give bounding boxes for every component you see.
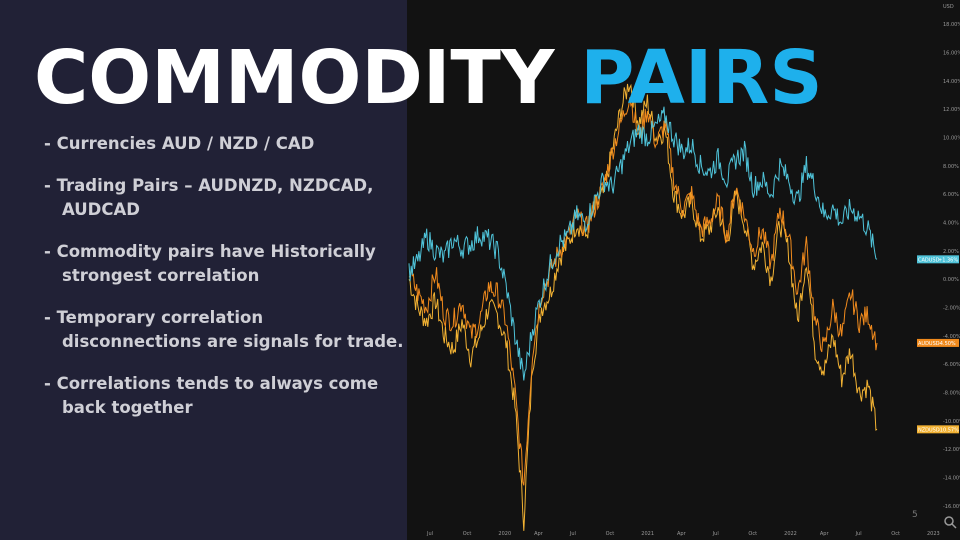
- zoom-icon[interactable]: [943, 515, 957, 529]
- y-tick-label: -2.00%: [943, 306, 960, 312]
- x-tick-label: 2021: [641, 531, 654, 537]
- x-tick-label: Apr: [534, 531, 544, 537]
- series-last-value: -4.50%: [938, 341, 956, 347]
- y-tick-label: -6.00%: [943, 362, 960, 368]
- x-tick-label: Oct: [748, 531, 757, 537]
- y-tick-label: 18.00%: [943, 22, 960, 28]
- title-word-commodity: COMMODITY: [34, 35, 555, 121]
- x-tick-label: Jul: [855, 531, 862, 537]
- y-axis-unit: USD: [943, 4, 954, 10]
- y-tick-label: 4.00%: [943, 221, 959, 227]
- bullet-historical-correlation: - Commodity pairs have Historically stro…: [44, 242, 376, 285]
- text-panel: [0, 0, 407, 540]
- bullet-list: - Currencies AUD / NZD / CAD - Trading P…: [44, 132, 404, 438]
- y-tick-label: 14.00%: [943, 79, 960, 85]
- y-tick-label: 6.00%: [943, 192, 959, 198]
- chart-watermark: 5: [912, 510, 918, 520]
- title-word-pairs: PAIRS: [580, 35, 823, 121]
- bullet-disconnection-signals: - Temporary correlation disconnections a…: [44, 308, 404, 351]
- y-tick-label: 2.00%: [943, 249, 959, 255]
- x-tick-label: Oct: [891, 531, 900, 537]
- y-tick-label: -12.00%: [943, 447, 960, 453]
- chart-panel: [407, 0, 960, 540]
- series-name-label: AUDUSD: [918, 341, 940, 347]
- bullet-trading-pairs: - Trading Pairs – AUDNZD, NZDCAD, AUDCAD: [44, 176, 374, 219]
- series-line-audusd: [408, 97, 878, 486]
- x-tick-label: Jul: [569, 531, 576, 537]
- y-tick-label: 8.00%: [943, 164, 959, 170]
- y-tick-label: -14.00%: [943, 476, 960, 482]
- y-tick-label: 0.00%: [943, 277, 959, 283]
- x-axis: Jul Oct 2020 Apr Jul Oct 2021 Apr Jul Oct 2022 Apr J…: [426, 531, 940, 537]
- x-tick-label: 2020: [498, 531, 511, 537]
- last-value-tag-audusd: AUDUSD-4.50%: [917, 338, 959, 347]
- x-tick-label: Apr: [820, 531, 830, 537]
- correlation-chart: USD 18.00% 16.00% 14.00% 12.00% 10.00% 8.00% 6…: [408, 4, 960, 537]
- y-tick-label: -16.00%: [943, 504, 960, 510]
- series-line-cadusd: [408, 106, 878, 381]
- y-tick-label: 10.00%: [943, 136, 960, 142]
- series-line-nzdusd: [408, 83, 878, 531]
- series-name-label: NZDUSD: [918, 427, 940, 433]
- y-tick-label: -4.00%: [943, 334, 960, 340]
- x-tick-label: 2023: [927, 531, 940, 537]
- series-lines: [408, 83, 878, 531]
- slide-title: COMMODITY PAIRS: [34, 28, 823, 128]
- last-value-tag-nzdusd: NZDUSD-10.57%: [917, 425, 959, 434]
- bullet-currencies: - Currencies AUD / NZD / CAD: [44, 134, 315, 153]
- bullet-come-back-together: - Correlations tends to always come back…: [44, 374, 379, 417]
- series-last-value: +1.36%: [938, 257, 958, 263]
- last-value-tags: CADUSD+1.36% AUDUSD-4.50% NZDUSD-10.57%: [917, 255, 959, 434]
- x-tick-label: Oct: [463, 531, 472, 537]
- series-last-value: -10.57%: [938, 427, 959, 433]
- x-tick-label: 2022: [784, 531, 797, 537]
- series-name-label: CADUSD: [918, 257, 940, 263]
- y-tick-label: -8.00%: [943, 391, 960, 397]
- x-tick-label: Apr: [677, 531, 687, 537]
- y-tick-label: 12.00%: [943, 107, 960, 113]
- y-tick-label: -10.00%: [943, 419, 960, 425]
- x-tick-label: Jul: [426, 531, 433, 537]
- last-value-tag-cadusd: CADUSD+1.36%: [917, 255, 959, 263]
- x-tick-label: Oct: [606, 531, 615, 537]
- y-axis: 18.00% 16.00% 14.00% 12.00% 10.00% 8.00% 6.00%…: [943, 22, 960, 510]
- y-tick-label: 16.00%: [943, 51, 960, 57]
- x-tick-label: Jul: [712, 531, 719, 537]
